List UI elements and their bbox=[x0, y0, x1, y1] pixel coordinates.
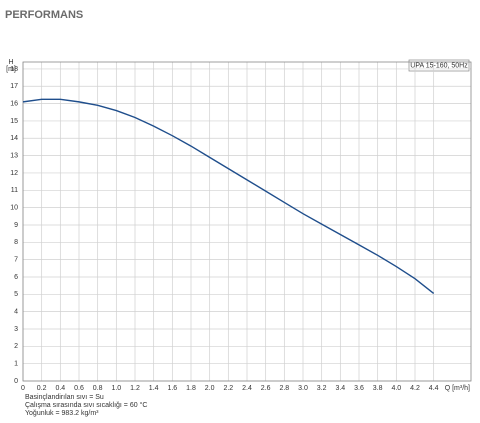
y-tick-label: 4 bbox=[14, 308, 18, 315]
y-tick-label: 6 bbox=[14, 274, 18, 281]
x-axis-label: Q [m³/h] bbox=[445, 385, 470, 392]
y-tick-label: 17 bbox=[10, 83, 18, 90]
x-tick-label: 0 bbox=[21, 385, 25, 392]
y-tick-label: 11 bbox=[11, 187, 18, 194]
y-tick-label: 7 bbox=[14, 256, 18, 263]
note: Çalışma sırasında sıvı sıcaklığı = 60 °C bbox=[25, 401, 147, 409]
x-tick-label: 1.0 bbox=[111, 385, 121, 392]
y-tick-label: 12 bbox=[10, 170, 18, 177]
x-tick-label: 2.0 bbox=[205, 385, 215, 392]
legend-box bbox=[408, 59, 470, 72]
x-tick-label: 2.8 bbox=[279, 385, 289, 392]
note: Basinçlandirılan sıvı = Su bbox=[25, 394, 104, 401]
y-tick-label: 15 bbox=[10, 118, 18, 125]
x-tick-label: 3.2 bbox=[317, 385, 327, 392]
y-tick-label: 5 bbox=[14, 291, 18, 298]
x-tick-label: 4.4 bbox=[429, 385, 439, 392]
page-title: PERFORMANS bbox=[5, 9, 83, 21]
x-tick-label: 2.6 bbox=[261, 385, 271, 392]
y-tick-label: 3 bbox=[14, 326, 18, 333]
x-tick-label: 3.6 bbox=[354, 385, 364, 392]
x-tick-label: 4.0 bbox=[391, 385, 401, 392]
plot-frame bbox=[22, 61, 472, 382]
y-axis-label: H bbox=[8, 59, 13, 66]
y-axis-unit: [m] bbox=[6, 66, 16, 73]
x-tick-label: 0.4 bbox=[55, 385, 65, 392]
x-tick-label: 1.8 bbox=[186, 385, 196, 392]
x-tick-label: 4.2 bbox=[410, 385, 420, 392]
y-tick-label: 1 bbox=[14, 361, 18, 368]
y-tick-label: 16 bbox=[10, 100, 18, 107]
x-tick-label: 3.4 bbox=[335, 385, 345, 392]
y-tick-label: 8 bbox=[14, 239, 18, 246]
x-tick-label: 1.4 bbox=[149, 385, 159, 392]
y-tick-label: 10 bbox=[10, 204, 18, 211]
x-tick-label: 0.8 bbox=[93, 385, 103, 392]
y-tick-label: 9 bbox=[14, 222, 18, 229]
x-tick-label: 2.2 bbox=[223, 385, 233, 392]
x-tick-label: 0.6 bbox=[74, 385, 84, 392]
y-tick-label: 2 bbox=[14, 343, 18, 350]
x-tick-label: 3.8 bbox=[373, 385, 383, 392]
y-tick-label: 14 bbox=[10, 135, 18, 142]
legend-label: UPA 15-160, 50Hz bbox=[410, 62, 468, 69]
x-tick-label: 2.4 bbox=[242, 385, 252, 392]
y-tick-label: 0 bbox=[14, 378, 18, 385]
x-tick-label: 1.6 bbox=[167, 385, 177, 392]
x-tick-label: 0.2 bbox=[37, 385, 47, 392]
curve bbox=[22, 98, 435, 294]
y-tick-label: 13 bbox=[10, 152, 18, 159]
x-tick-label: 3.0 bbox=[298, 385, 308, 392]
x-tick-label: 1.2 bbox=[130, 385, 140, 392]
note: Yoğunluk = 983.2 kg/m³ bbox=[25, 410, 99, 417]
y-tick-label: 18 bbox=[10, 66, 18, 73]
